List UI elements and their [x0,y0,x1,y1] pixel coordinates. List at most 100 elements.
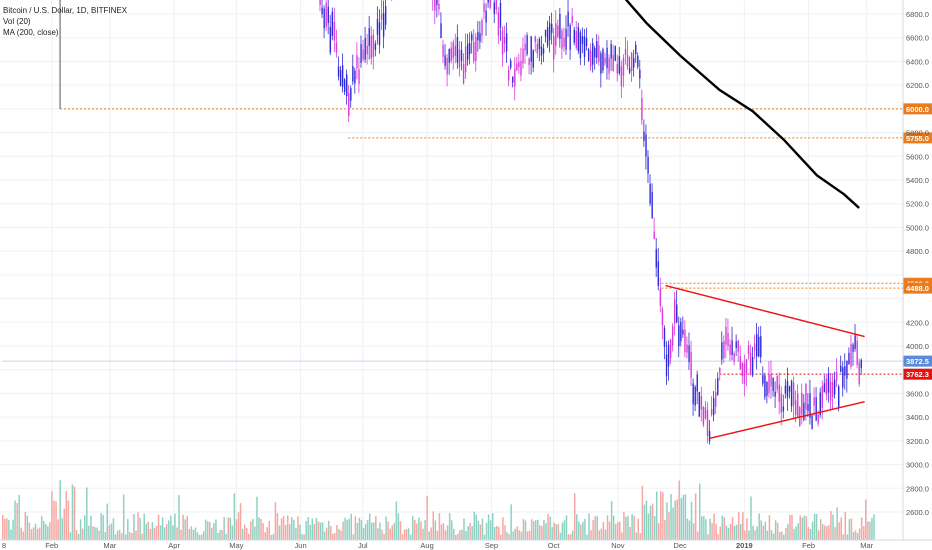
price-tick-label: 3400.0 [906,413,929,422]
volume-bar [846,534,849,540]
candle-body [444,55,446,66]
volume-bar [762,525,765,540]
candle-body [321,7,323,15]
candle-body [587,49,590,61]
candle-body [848,352,850,365]
volume-bar [465,531,467,540]
volume-bar [822,524,824,540]
volume-bar [325,527,328,540]
volume-bar [752,525,754,540]
volume-bar [828,525,830,540]
volume-bar [344,517,346,540]
volume-bar [696,531,699,540]
volume-bar [649,505,652,540]
volume-bar [522,519,525,540]
volume-bar [237,512,240,540]
volume-bar [371,522,373,540]
time-tick-label: Jul [358,541,368,550]
volume-bar [471,526,473,540]
volume-bar [223,517,225,540]
volume-bar [43,521,45,540]
volume-bar [461,529,463,540]
volume-bar [319,522,322,540]
volume-bar [225,533,227,540]
price-tick-label: 4000.0 [906,342,929,351]
volume-bar [717,534,719,540]
candle-body [366,45,368,55]
volume-bar [672,507,674,540]
volume-bar [735,524,738,540]
volume-bar [416,523,418,540]
volume-bar [865,499,867,540]
volume-bar [63,508,65,540]
volume-bar [600,528,603,540]
candle-body [819,392,821,416]
volume-bar [635,532,637,540]
candle-body [346,74,348,97]
volume-bar [676,499,678,540]
volume-bar [485,522,488,540]
volume-bar [731,516,734,540]
volume-bar [96,527,98,540]
volume-bar [576,514,578,540]
volume-bar [852,532,855,540]
volume-bar [660,491,662,540]
volume-bar [850,518,853,540]
volume-bar [803,515,806,540]
volume-bar [155,525,158,540]
volume-bar [176,527,178,540]
volume-bar [621,532,623,540]
volume-bar [252,518,254,540]
volume-bar [727,527,730,540]
candle-body [633,58,635,68]
volume-bar [819,519,822,540]
volume-bar [713,513,715,540]
price-tick-label: 6400.0 [906,57,929,66]
volume-bar [694,493,697,540]
candle-body [555,23,557,46]
chart-grid [0,0,903,540]
price-tick-label: 5400.0 [906,176,929,185]
price-tick-label: 5200.0 [906,200,929,209]
volume-bar [655,491,658,540]
candle-body [858,362,860,385]
candle-body [780,393,783,413]
candle-body [579,32,582,59]
volume-bar [217,532,219,540]
volume-bar [22,531,24,540]
volume-bar [491,513,494,540]
volume-bar [315,518,318,540]
volume-bar [141,533,143,540]
volume-bar [479,524,482,540]
volume-bar [65,491,68,540]
volume-bar [584,519,586,540]
volume-bar [809,529,812,540]
volume-bar [321,522,324,540]
candle-body [532,50,534,68]
candle-body [661,309,664,326]
volume-bar [826,526,828,540]
volume-bar [725,525,728,540]
candle-body [749,352,752,374]
volume-bar [854,530,857,540]
volume-bar [557,524,560,540]
volume-bar [92,526,94,540]
price-tick-label: 5000.0 [906,223,929,232]
volume-bar [729,524,732,540]
volume-bar [692,523,695,540]
volume-bar [787,523,789,540]
volume-bar [2,514,4,540]
volume-bar [270,534,273,540]
candle-body [733,353,735,362]
volume-bar [494,527,496,540]
volume-bar [125,534,127,540]
volume-bar [262,523,264,540]
candle-body [604,57,606,64]
volume-bar [161,517,164,540]
candle-body [706,410,709,436]
volume-bar [688,520,691,540]
volume-bar [561,522,564,540]
candle-body [753,343,756,351]
volume-bar [783,534,785,540]
